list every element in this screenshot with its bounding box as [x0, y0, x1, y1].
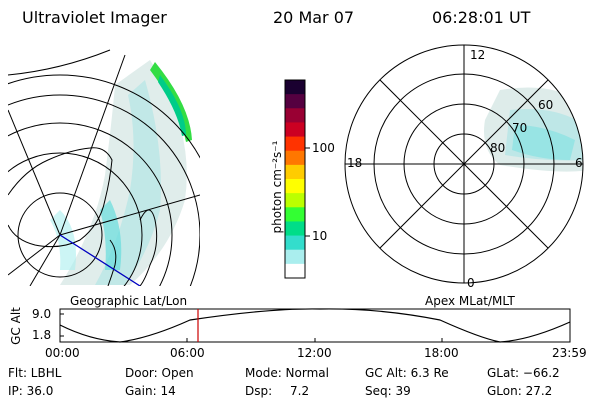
colorbar-segment: [285, 164, 305, 180]
polar-plot: [344, 44, 584, 284]
lat-label-60: 60: [538, 98, 554, 112]
instrument-title: Ultraviolet Imager: [22, 8, 167, 27]
filter-status: Flt: LBHL: [8, 366, 62, 380]
dsp-label: Dsp:: [245, 384, 273, 398]
colorbar-unit-label: photon cm⁻²s⁻¹: [270, 140, 284, 234]
mlt-label-0: 0: [467, 276, 475, 290]
gain-status: Gain: 14: [125, 384, 176, 398]
colorbar-segment: [285, 179, 305, 194]
glat-status: GLat: −66.2: [487, 366, 560, 380]
timeline-xtick-1200: 12:00: [297, 346, 332, 360]
mlt-label-12: 12: [470, 48, 486, 62]
colorbar-tick-100: 100: [312, 141, 335, 155]
colorbar: [285, 80, 305, 279]
colorbar-segment: [285, 150, 305, 166]
colorbar-segment: [285, 122, 305, 138]
colorbar-segment: [285, 221, 305, 237]
gc-alt-status: GC Alt: 6.3 Re: [365, 366, 449, 380]
timeline-xtick-0000: 00:00: [45, 346, 80, 360]
colorbar-segment: [285, 136, 305, 152]
glon-status: GLon: 27.2: [487, 384, 553, 398]
timeline-ylabel: GC Alt: [9, 307, 23, 345]
colorbar-segment: [285, 207, 305, 222]
colorbar-segment: [285, 235, 305, 251]
altitude-timeline: [59, 308, 571, 343]
colorbar-segment: [285, 80, 305, 95]
mode-status: Mode: Normal: [245, 366, 329, 380]
colorbar-frame: [284, 79, 306, 279]
date-label: 20 Mar 07: [273, 8, 355, 27]
dsp-value: 7.2: [290, 384, 310, 398]
seq-status: Seq: 39: [365, 384, 411, 398]
timeline-xtick-1800: 18:00: [424, 346, 459, 360]
timeline-xtick-0600: 06:00: [170, 346, 205, 360]
colorbar-segment: [285, 263, 305, 279]
colorbar-segment: [285, 108, 305, 123]
timeline-ytick-9: 9.0: [32, 307, 52, 321]
colorbar-segment: [285, 249, 305, 265]
timeline-xtick-2359: 23:59: [552, 346, 587, 360]
timeline-ytick-1: 1.8: [32, 328, 52, 342]
mlt-label-6: 6: [575, 156, 583, 170]
colorbar-tick-10: 10: [312, 229, 328, 243]
lat-label-70: 70: [512, 121, 528, 135]
ip-status: IP: 36.0: [8, 384, 54, 398]
colorbar-segment: [285, 94, 305, 109]
geographic-caption: Geographic Lat/Lon: [70, 294, 188, 308]
mlt-label-18: 18: [347, 156, 363, 170]
colorbar-segment: [285, 193, 305, 208]
lat-label-80: 80: [490, 141, 506, 155]
time-label: 06:28:01 UT: [432, 8, 531, 27]
apex-caption: Apex MLat/MLT: [425, 294, 515, 308]
door-status: Door: Open: [125, 366, 194, 380]
geographic-map: [8, 49, 200, 286]
